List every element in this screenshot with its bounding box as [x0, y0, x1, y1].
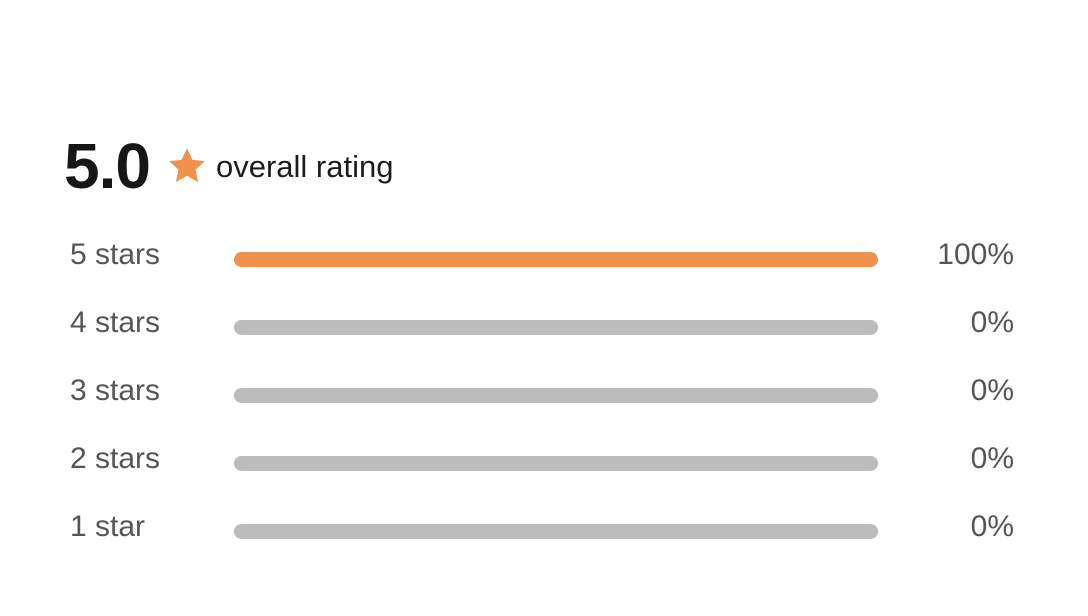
rating-distribution: 5 stars 100% 4 stars 0% 3 stars 0% 2 sta… — [64, 228, 1024, 568]
rating-row-1: 1 star 0% — [64, 500, 1024, 568]
rating-row-5: 5 stars 100% — [64, 228, 1024, 296]
rating-bar-track — [234, 320, 878, 335]
rating-bar-track — [234, 388, 878, 403]
overall-rating-label: overall rating — [215, 148, 394, 184]
overall-score: 5.0 — [64, 130, 151, 202]
rating-row-percent: 0% — [970, 510, 1014, 543]
rating-bar-track — [234, 456, 878, 471]
rating-bar-fill — [234, 252, 878, 267]
rating-row-percent: 100% — [937, 238, 1014, 271]
rating-row-label: 2 stars — [70, 442, 161, 475]
rating-row-percent: 0% — [970, 442, 1014, 475]
rating-bar-track — [234, 252, 878, 267]
rating-row-4: 4 stars 0% — [64, 296, 1024, 364]
rating-row-percent: 0% — [970, 374, 1014, 407]
star-icon — [166, 145, 208, 187]
rating-row-label: 3 stars — [70, 374, 161, 407]
overall-rating-summary: 5.0 overall rating — [64, 128, 1024, 204]
rating-row-3: 3 stars 0% — [64, 364, 1024, 432]
rating-row-2: 2 stars 0% — [64, 432, 1024, 500]
rating-row-label: 4 stars — [70, 306, 161, 339]
rating-row-label: 5 stars — [70, 238, 161, 271]
rating-row-label: 1 star — [70, 510, 146, 543]
rating-bar-track — [234, 524, 878, 539]
rating-row-percent: 0% — [970, 306, 1014, 339]
rating-summary-card: 5.0 overall rating 5 stars 100% 4 stars … — [64, 128, 1024, 542]
